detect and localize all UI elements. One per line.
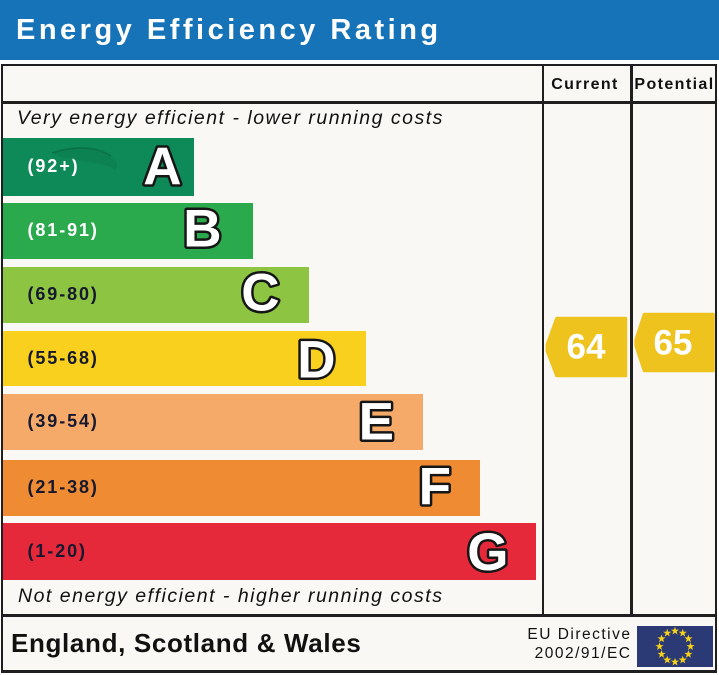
svg-text:65: 65 [654, 323, 693, 362]
svg-text:C: C [241, 264, 279, 323]
svg-text:F: F [419, 458, 451, 517]
svg-text:G: G [467, 523, 508, 582]
svg-text:A: A [143, 138, 181, 197]
svg-text:D: D [297, 331, 335, 390]
svg-text:64: 64 [567, 327, 606, 366]
svg-text:E: E [359, 393, 394, 452]
svg-text:B: B [183, 200, 221, 259]
